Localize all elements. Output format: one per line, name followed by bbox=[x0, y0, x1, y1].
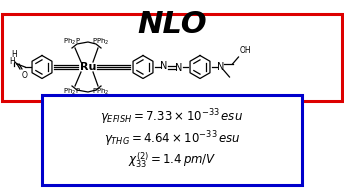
Text: Ph$_2$P: Ph$_2$P bbox=[63, 87, 81, 97]
Text: $\chi^{(2)}_{33} = 1.4\, pm/V$: $\chi^{(2)}_{33} = 1.4\, pm/V$ bbox=[128, 151, 216, 170]
Text: $\gamma_{THG} = 4.64 \times 10^{-33}\,esu$: $\gamma_{THG} = 4.64 \times 10^{-33}\,es… bbox=[104, 129, 240, 149]
Text: N: N bbox=[217, 62, 224, 72]
Text: PPh$_2$: PPh$_2$ bbox=[92, 87, 110, 97]
Text: N: N bbox=[175, 63, 182, 73]
Text: NLO: NLO bbox=[137, 10, 207, 39]
Text: Ph$_2$P: Ph$_2$P bbox=[63, 37, 81, 47]
Text: O: O bbox=[22, 71, 28, 80]
Text: PPh$_2$: PPh$_2$ bbox=[92, 37, 110, 47]
Bar bbox=[2, 14, 342, 101]
Text: $\gamma_{EFISH} = 7.33 \times 10^{-33}\,esu$: $\gamma_{EFISH} = 7.33 \times 10^{-33}\,… bbox=[100, 107, 244, 127]
Text: N: N bbox=[160, 61, 167, 71]
Text: OH: OH bbox=[239, 46, 251, 55]
Text: H: H bbox=[9, 57, 15, 66]
Text: H: H bbox=[11, 50, 17, 59]
Bar bbox=[42, 95, 302, 185]
Text: Ru: Ru bbox=[80, 62, 96, 72]
